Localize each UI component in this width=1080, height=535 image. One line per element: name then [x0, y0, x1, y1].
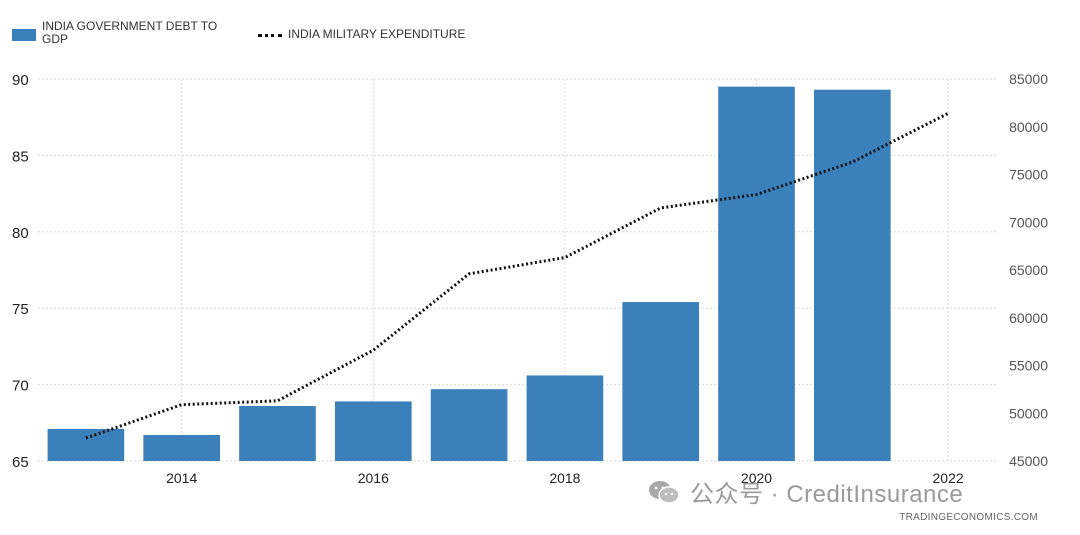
- left-axis: 65 70 75 80 85 90: [12, 72, 29, 471]
- x-tick-label: 2022: [933, 470, 964, 486]
- legend: INDIA GOVERNMENT DEBT TO GDP INDIA MILIT…: [12, 20, 524, 46]
- source-credit[interactable]: TRADINGECONOMICS.COM: [899, 512, 1038, 523]
- x-tick-label: 2020: [741, 470, 772, 486]
- left-tick-label: 75: [12, 301, 29, 318]
- right-tick-label: 45000: [1009, 453, 1048, 469]
- bar-2014: [143, 435, 221, 461]
- left-tick-label: 85: [12, 148, 29, 165]
- watermark: 公众号 · CreditInsurance: [648, 474, 963, 509]
- bar-2018: [526, 375, 604, 461]
- legend-swatch-bar: [12, 29, 36, 41]
- legend-swatch-line: [258, 34, 282, 37]
- right-tick-label: 60000: [1009, 310, 1048, 326]
- left-tick-label: 90: [12, 72, 29, 89]
- bar-2020: [718, 86, 795, 461]
- right-tick-label: 55000: [1009, 358, 1048, 374]
- legend-label-debt: INDIA GOVERNMENT DEBT TO GDP: [42, 19, 218, 46]
- watermark-text: 公众号 · CreditInsurance: [690, 481, 964, 508]
- x-axis: 2014 2016 2018 2020 2022: [166, 470, 964, 486]
- left-tick-label: 80: [12, 225, 29, 242]
- right-tick-label: 85000: [1009, 71, 1048, 87]
- x-tick-label: 2018: [549, 470, 580, 486]
- right-tick-label: 50000: [1009, 405, 1048, 421]
- bar-2015: [239, 405, 316, 461]
- right-tick-label: 75000: [1009, 167, 1048, 183]
- right-tick-label: 65000: [1009, 262, 1048, 278]
- legend-label-military: INDIA MILITARY EXPENDITURE: [288, 27, 466, 41]
- bar-2017: [430, 389, 508, 461]
- military-line: [85, 112, 949, 440]
- left-tick-label: 70: [12, 378, 29, 395]
- left-tick-label: 65: [12, 454, 29, 471]
- x-tick-label: 2014: [166, 470, 197, 486]
- bar-2019: [622, 302, 700, 461]
- bars: [47, 86, 891, 462]
- legend-item-debt[interactable]: INDIA GOVERNMENT DEBT TO GDP: [12, 20, 242, 46]
- military-line-path: [85, 112, 949, 440]
- bar-2016: [334, 401, 412, 461]
- right-axis: 45000 50000 55000 60000 65000 70000 75000 80000…: [1009, 71, 1048, 469]
- bar-2021: [813, 89, 891, 462]
- right-tick-label: 70000: [1009, 214, 1048, 230]
- wechat-icon: [649, 480, 680, 504]
- legend-item-military[interactable]: INDIA MILITARY EXPENDITURE: [258, 20, 508, 41]
- x-tick-label: 2016: [358, 470, 389, 486]
- right-tick-label: 80000: [1009, 119, 1048, 135]
- bar-2013: [47, 428, 125, 461]
